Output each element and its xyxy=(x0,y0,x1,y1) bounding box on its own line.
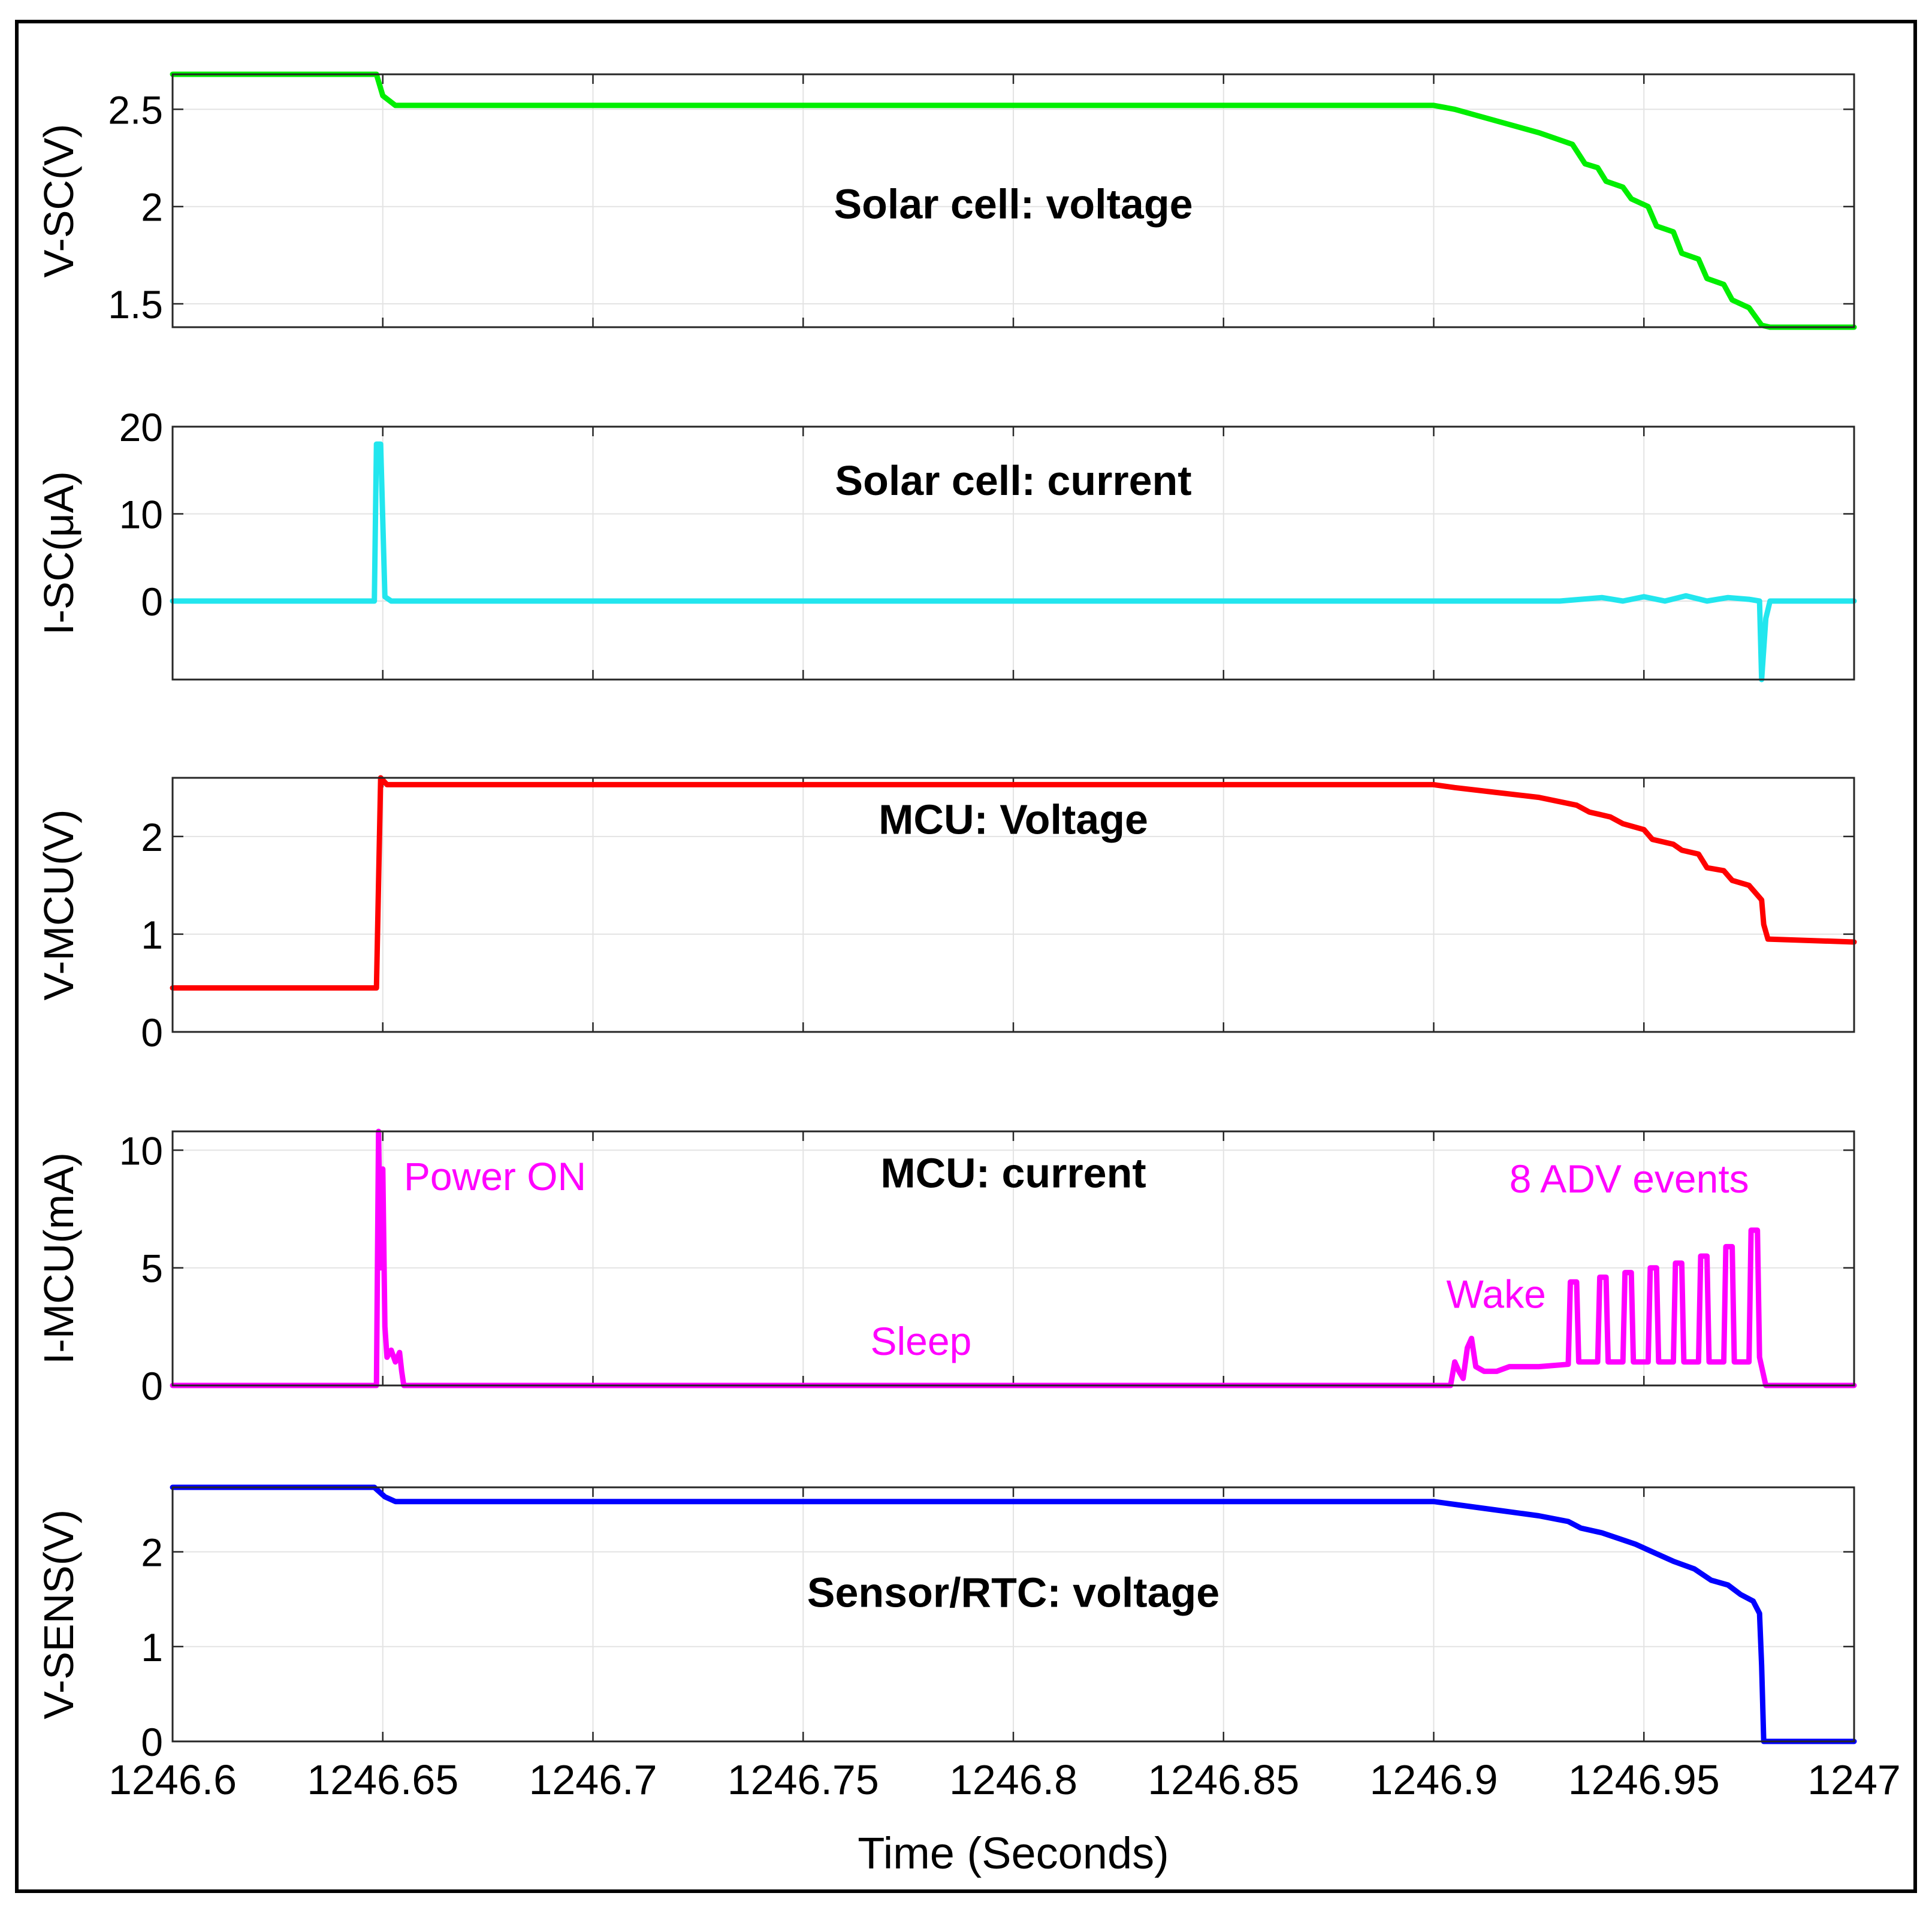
annotation-label: Power ON xyxy=(404,1154,586,1198)
x-tick-label: 1246.65 xyxy=(307,1756,458,1803)
series-line-vsens xyxy=(170,1484,1857,1744)
panel-vsc: 1.5 2 2.5 Solar cell: voltage V-SC(V) xyxy=(35,71,1857,330)
y-axis-label-vsens: V-SENS(V) xyxy=(35,1510,82,1719)
axes-box-vmcu xyxy=(171,777,1855,1033)
y-tick-label: 2.5 xyxy=(108,87,163,132)
y-tick-label: 1.5 xyxy=(108,282,163,327)
y-tick-label: 0 xyxy=(141,579,163,624)
y-tick-label: 10 xyxy=(119,493,163,537)
x-tick-label: 1247 xyxy=(1807,1756,1901,1803)
y-tick-label: 1 xyxy=(141,1625,163,1670)
series-line-imcu xyxy=(170,1128,1857,1388)
panel-vsens: 0 1 2 Sensor/RTC: voltage V-SENS(V) xyxy=(35,1484,1857,1764)
x-tick-label: 1246.9 xyxy=(1369,1756,1498,1803)
y-tick-label: 0 xyxy=(141,1010,163,1055)
y-axis-label-vmcu: V-MCU(V) xyxy=(35,810,82,1001)
panel-isc: 0 10 20 Solar cell: current I-SC(μA) xyxy=(35,405,1857,683)
y-tick-label: 2 xyxy=(141,185,163,230)
panel-vmcu: 0 1 2 MCU: Voltage V-MCU(V) xyxy=(35,775,1857,1055)
axes-box-vsc xyxy=(171,73,1855,328)
series-line-vmcu xyxy=(170,775,1857,991)
panel-title-imcu: MCU: current xyxy=(880,1149,1146,1196)
panel-title-vsens: Sensor/RTC: voltage xyxy=(807,1569,1219,1616)
y-tick-label: 5 xyxy=(141,1246,163,1291)
y-tick-label: 0 xyxy=(141,1720,163,1764)
y-axis-label-isc: I-SC(μA) xyxy=(35,471,82,635)
panel-title-vmcu: MCU: Voltage xyxy=(879,796,1148,843)
y-tick-label: 10 xyxy=(119,1128,163,1173)
x-tick-label: 1246.8 xyxy=(949,1756,1077,1803)
x-axis-label: Time (Seconds) xyxy=(858,1828,1169,1878)
x-tick-label: 1246.85 xyxy=(1148,1756,1299,1803)
panel-imcu: 0 5 10 MCU: current I-MCU(mA) Power ON 8 ADV e… xyxy=(35,1128,1857,1408)
axes-box-vsens xyxy=(171,1486,1855,1743)
y-tick-label: 1 xyxy=(141,913,163,957)
annotation-label: 8 ADV events xyxy=(1510,1157,1749,1201)
y-axis-label-imcu: I-MCU(mA) xyxy=(35,1152,82,1364)
annotation-label: Wake xyxy=(1447,1272,1546,1316)
y-axis-label-vsc: V-SC(V) xyxy=(35,124,82,278)
series-line-vsc xyxy=(170,71,1857,330)
x-tick-label: 1246.6 xyxy=(108,1756,237,1803)
axes-box-isc xyxy=(171,425,1855,681)
x-tick-label: 1246.7 xyxy=(529,1756,657,1803)
panel-title-isc: Solar cell: current xyxy=(835,457,1191,504)
y-tick-label: 20 xyxy=(119,405,163,449)
panel-title-vsc: Solar cell: voltage xyxy=(834,181,1193,228)
x-tick-labels: 1246.6 1246.65 1246.7 1246.75 1246.8 1246.85 1… xyxy=(108,1756,1901,1803)
axes-box-imcu xyxy=(171,1130,1855,1387)
y-tick-label: 0 xyxy=(141,1364,163,1408)
x-tick-label: 1246.75 xyxy=(727,1756,879,1803)
y-tick-label: 2 xyxy=(141,815,163,859)
series-line-isc xyxy=(170,441,1857,683)
annotation-label: Sleep xyxy=(870,1319,971,1363)
y-tick-label: 2 xyxy=(141,1530,163,1575)
x-tick-label: 1246.95 xyxy=(1568,1756,1720,1803)
